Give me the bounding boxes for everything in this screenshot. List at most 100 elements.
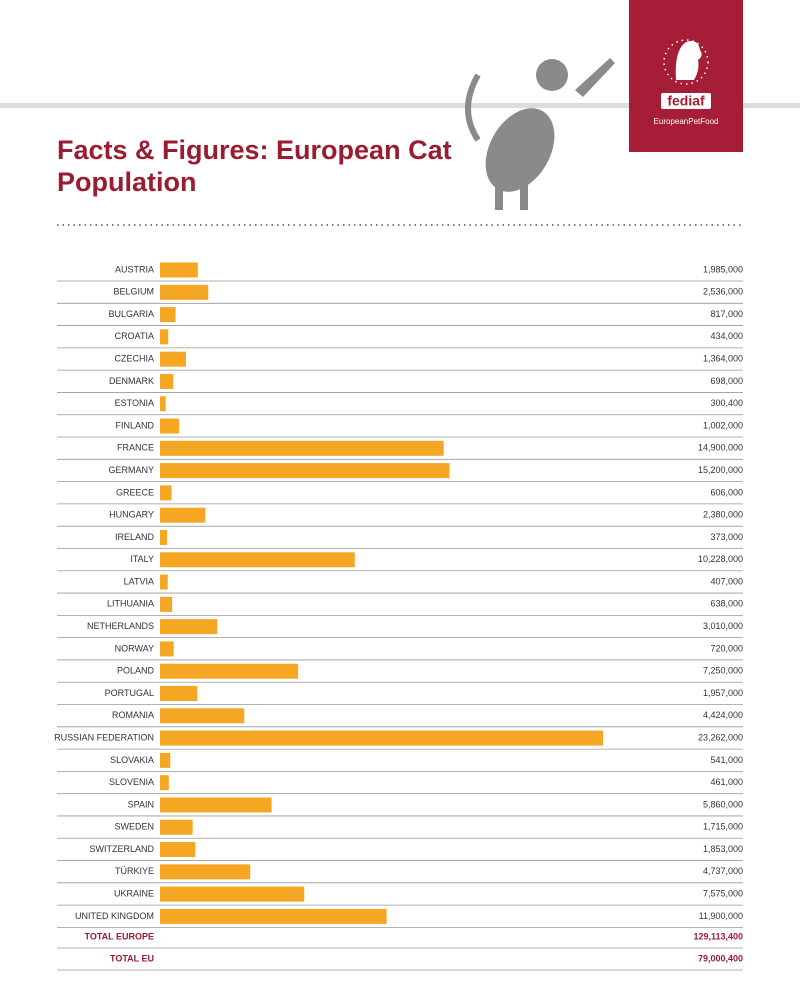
bar — [160, 775, 169, 791]
bar — [160, 708, 245, 724]
value-label: 5,860,000 — [703, 799, 743, 809]
category-label: HUNGARY — [109, 510, 154, 520]
value-label: 4,737,000 — [703, 866, 743, 876]
bar — [160, 886, 305, 902]
bar — [160, 864, 251, 880]
logo-mark — [661, 39, 711, 109]
category-label: ROMANIA — [112, 710, 154, 720]
value-label: 2,380,000 — [703, 510, 743, 520]
value-label: 4,424,000 — [703, 710, 743, 720]
category-label: FINLAND — [115, 420, 154, 430]
category-label: LATVIA — [124, 576, 154, 586]
value-label: 1,002,000 — [703, 420, 743, 430]
value-label: 720,000 — [710, 643, 743, 653]
category-label: SPAIN — [128, 799, 154, 809]
bar — [160, 463, 450, 479]
bar — [160, 730, 603, 746]
category-label: FRANCE — [117, 443, 154, 453]
bar — [160, 574, 168, 590]
total-value: 129,113,400 — [693, 931, 743, 941]
bar — [160, 351, 186, 367]
category-label: BULGARIA — [108, 309, 154, 319]
value-label: 1,985,000 — [703, 264, 743, 274]
bar — [160, 373, 174, 389]
bar — [160, 842, 196, 858]
category-label: IRELAND — [115, 532, 155, 542]
bar — [160, 396, 166, 412]
value-label: 1,957,000 — [703, 688, 743, 698]
category-label: BELGIUM — [113, 287, 154, 297]
value-label: 14,900,000 — [698, 443, 743, 453]
category-label: SWEDEN — [114, 822, 154, 832]
value-label: 2,536,000 — [703, 287, 743, 297]
category-label: TÜRKIYE — [115, 866, 154, 876]
total-value: 79,000,400 — [698, 953, 743, 963]
bar — [160, 819, 193, 835]
value-label: 11,900,000 — [699, 911, 743, 921]
value-label: 15,200,000 — [698, 465, 743, 475]
title: Population — [57, 167, 196, 197]
value-label: 698,000 — [710, 376, 743, 386]
category-label: ITALY — [130, 554, 154, 564]
value-label: 817,000 — [710, 309, 743, 319]
category-label: GERMANY — [108, 465, 154, 475]
bar — [160, 440, 444, 456]
value-label: 10,228,000 — [698, 554, 743, 564]
category-label: SLOVAKIA — [110, 755, 154, 765]
bar — [160, 752, 171, 768]
bar — [160, 262, 198, 278]
value-label: 7,575,000 — [703, 888, 743, 898]
category-label: SWITZERLAND — [89, 844, 154, 854]
category-label: RUSSIAN FEDERATION — [54, 732, 154, 742]
value-label: 7,250,000 — [703, 666, 743, 676]
bar — [160, 507, 206, 523]
value-label: 606,000 — [710, 487, 743, 497]
bar — [160, 284, 209, 300]
bar — [160, 908, 387, 924]
header-rule — [0, 103, 800, 108]
category-label: ESTONIA — [115, 398, 154, 408]
category-label: CZECHIA — [114, 354, 154, 364]
logo-name: fediaf — [667, 93, 705, 109]
value-label: 3,010,000 — [703, 621, 743, 631]
bar — [160, 329, 169, 345]
bar — [160, 663, 299, 679]
total-label: TOTAL EU — [110, 953, 154, 963]
bar — [160, 418, 180, 434]
value-label: 1,364,000 — [703, 354, 743, 364]
bar — [160, 529, 168, 545]
value-label: 434,000 — [710, 331, 743, 341]
category-label: PORTUGAL — [105, 688, 154, 698]
category-label: AUSTRIA — [115, 264, 154, 274]
title: Facts & Figures: European Cat — [57, 135, 452, 165]
total-label: TOTAL EUROPE — [84, 931, 154, 941]
value-label: 638,000 — [710, 599, 743, 609]
value-label: 1,853,000 — [703, 844, 743, 854]
bar — [160, 797, 272, 813]
value-label: 407,000 — [710, 576, 743, 586]
logo-tagline: EuropeanPetFood — [654, 117, 719, 126]
bar — [160, 686, 198, 702]
category-label: UKRAINE — [114, 888, 154, 898]
category-label: NETHERLANDS — [87, 621, 154, 631]
value-label: 300,400 — [710, 398, 743, 408]
category-label: POLAND — [117, 666, 155, 676]
value-label: 1,715,000 — [703, 822, 743, 832]
bar — [160, 619, 218, 635]
category-label: SLOVENIA — [109, 777, 154, 787]
value-label: 541,000 — [710, 755, 743, 765]
bar — [160, 307, 176, 323]
value-label: 373,000 — [710, 532, 743, 542]
bar — [160, 596, 173, 612]
category-label: NORWAY — [115, 643, 154, 653]
bar — [160, 485, 172, 501]
value-label: 23,262,000 — [698, 732, 743, 742]
category-label: LITHUANIA — [107, 599, 154, 609]
category-label: GREECE — [116, 487, 154, 497]
bar — [160, 552, 355, 568]
cat-illustration — [465, 58, 615, 210]
value-label: 461,000 — [710, 777, 743, 787]
category-label: UNITED KINGDOM — [75, 911, 154, 921]
category-label: DENMARK — [109, 376, 154, 386]
